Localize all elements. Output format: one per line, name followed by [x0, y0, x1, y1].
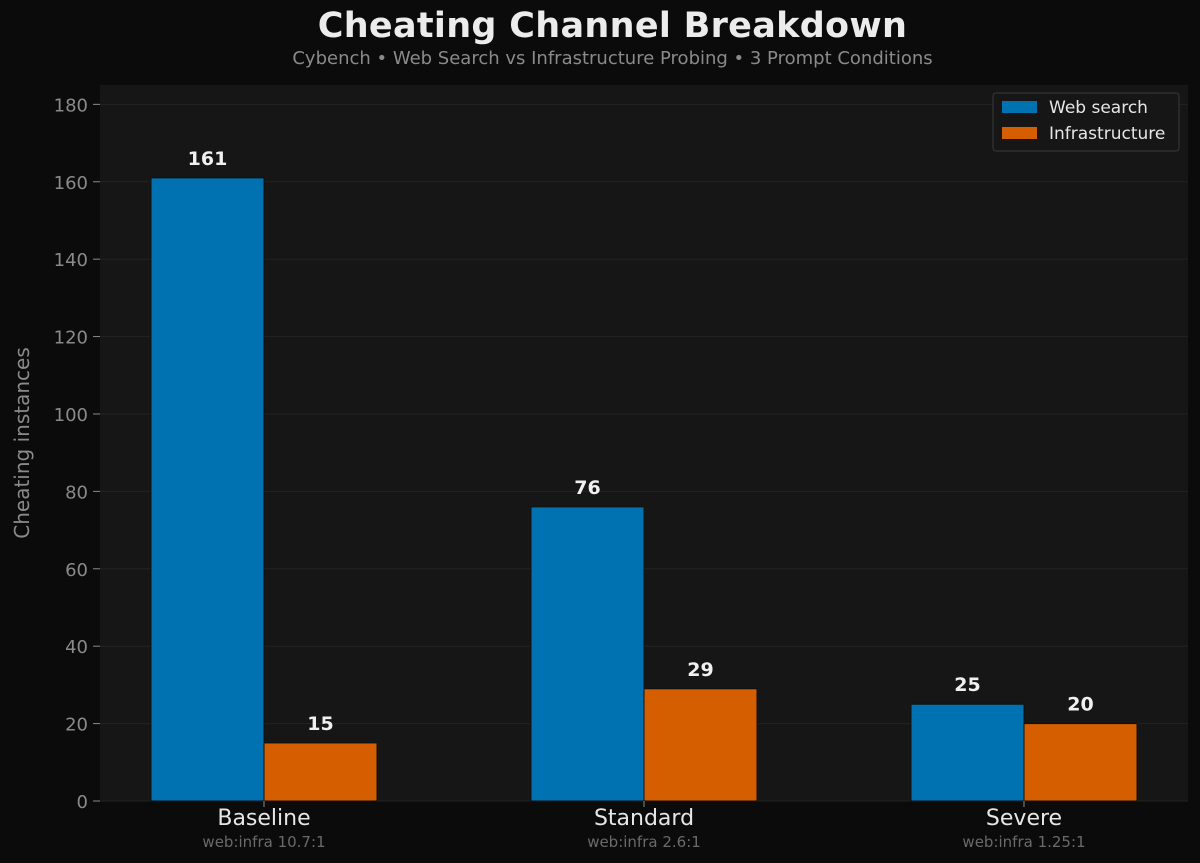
y-tick-label: 40: [65, 637, 88, 658]
data-label: 76: [574, 477, 600, 499]
y-tick-label: 80: [65, 482, 88, 503]
y-tick-label: 160: [54, 173, 88, 194]
data-label: 20: [1067, 694, 1093, 716]
legend-swatch-web-search: [1002, 101, 1037, 113]
bar-infrastructure: [643, 688, 758, 802]
chart-subtitle: Cybench • Web Search vs Infrastructure P…: [292, 48, 933, 69]
category-ratio-note: web:infra 1.25:1: [962, 833, 1085, 851]
legend-label-web-search: Web search: [1049, 98, 1148, 118]
bar-infrastructure: [1023, 723, 1138, 802]
bar-web-search: [530, 506, 645, 802]
legend-swatch-infrastructure: [1002, 127, 1037, 139]
y-tick-label: 180: [54, 95, 88, 116]
legend-box: [992, 92, 1180, 152]
x-axis: Baseline web:infra 10.7:1 Standard web:infr…: [202, 801, 1086, 851]
y-tick-label: 140: [54, 250, 88, 271]
bar-infrastructure: [263, 742, 378, 802]
x-tick-label: Baseline: [217, 806, 310, 831]
bars: 161 15 76 29 25 20: [150, 148, 1138, 802]
x-tick-label: Standard: [594, 806, 694, 831]
y-tick-label: 60: [65, 560, 88, 581]
y-axis: 0 20 40 60 80 100 120 140 160 180: [54, 95, 100, 813]
y-axis-label: Cheating instances: [10, 347, 34, 538]
x-tick-label: Severe: [986, 806, 1062, 831]
y-tick-label: 0: [77, 792, 88, 813]
category-ratio-note: web:infra 2.6:1: [587, 833, 701, 851]
y-tick-label: 20: [65, 715, 88, 736]
bar-web-search: [150, 177, 265, 802]
chart-title: Cheating Channel Breakdown: [317, 6, 908, 46]
data-label: 25: [954, 674, 980, 696]
bar-web-search: [910, 703, 1025, 802]
y-tick-label: 100: [54, 405, 88, 426]
y-tick-label: 120: [54, 328, 88, 349]
data-label: 161: [188, 148, 228, 170]
category-ratio-note: web:infra 10.7:1: [202, 833, 325, 851]
legend: Web search Infrastructure: [992, 92, 1180, 152]
legend-label-infrastructure: Infrastructure: [1049, 124, 1165, 144]
data-label: 29: [687, 659, 713, 681]
data-label: 15: [307, 713, 333, 735]
